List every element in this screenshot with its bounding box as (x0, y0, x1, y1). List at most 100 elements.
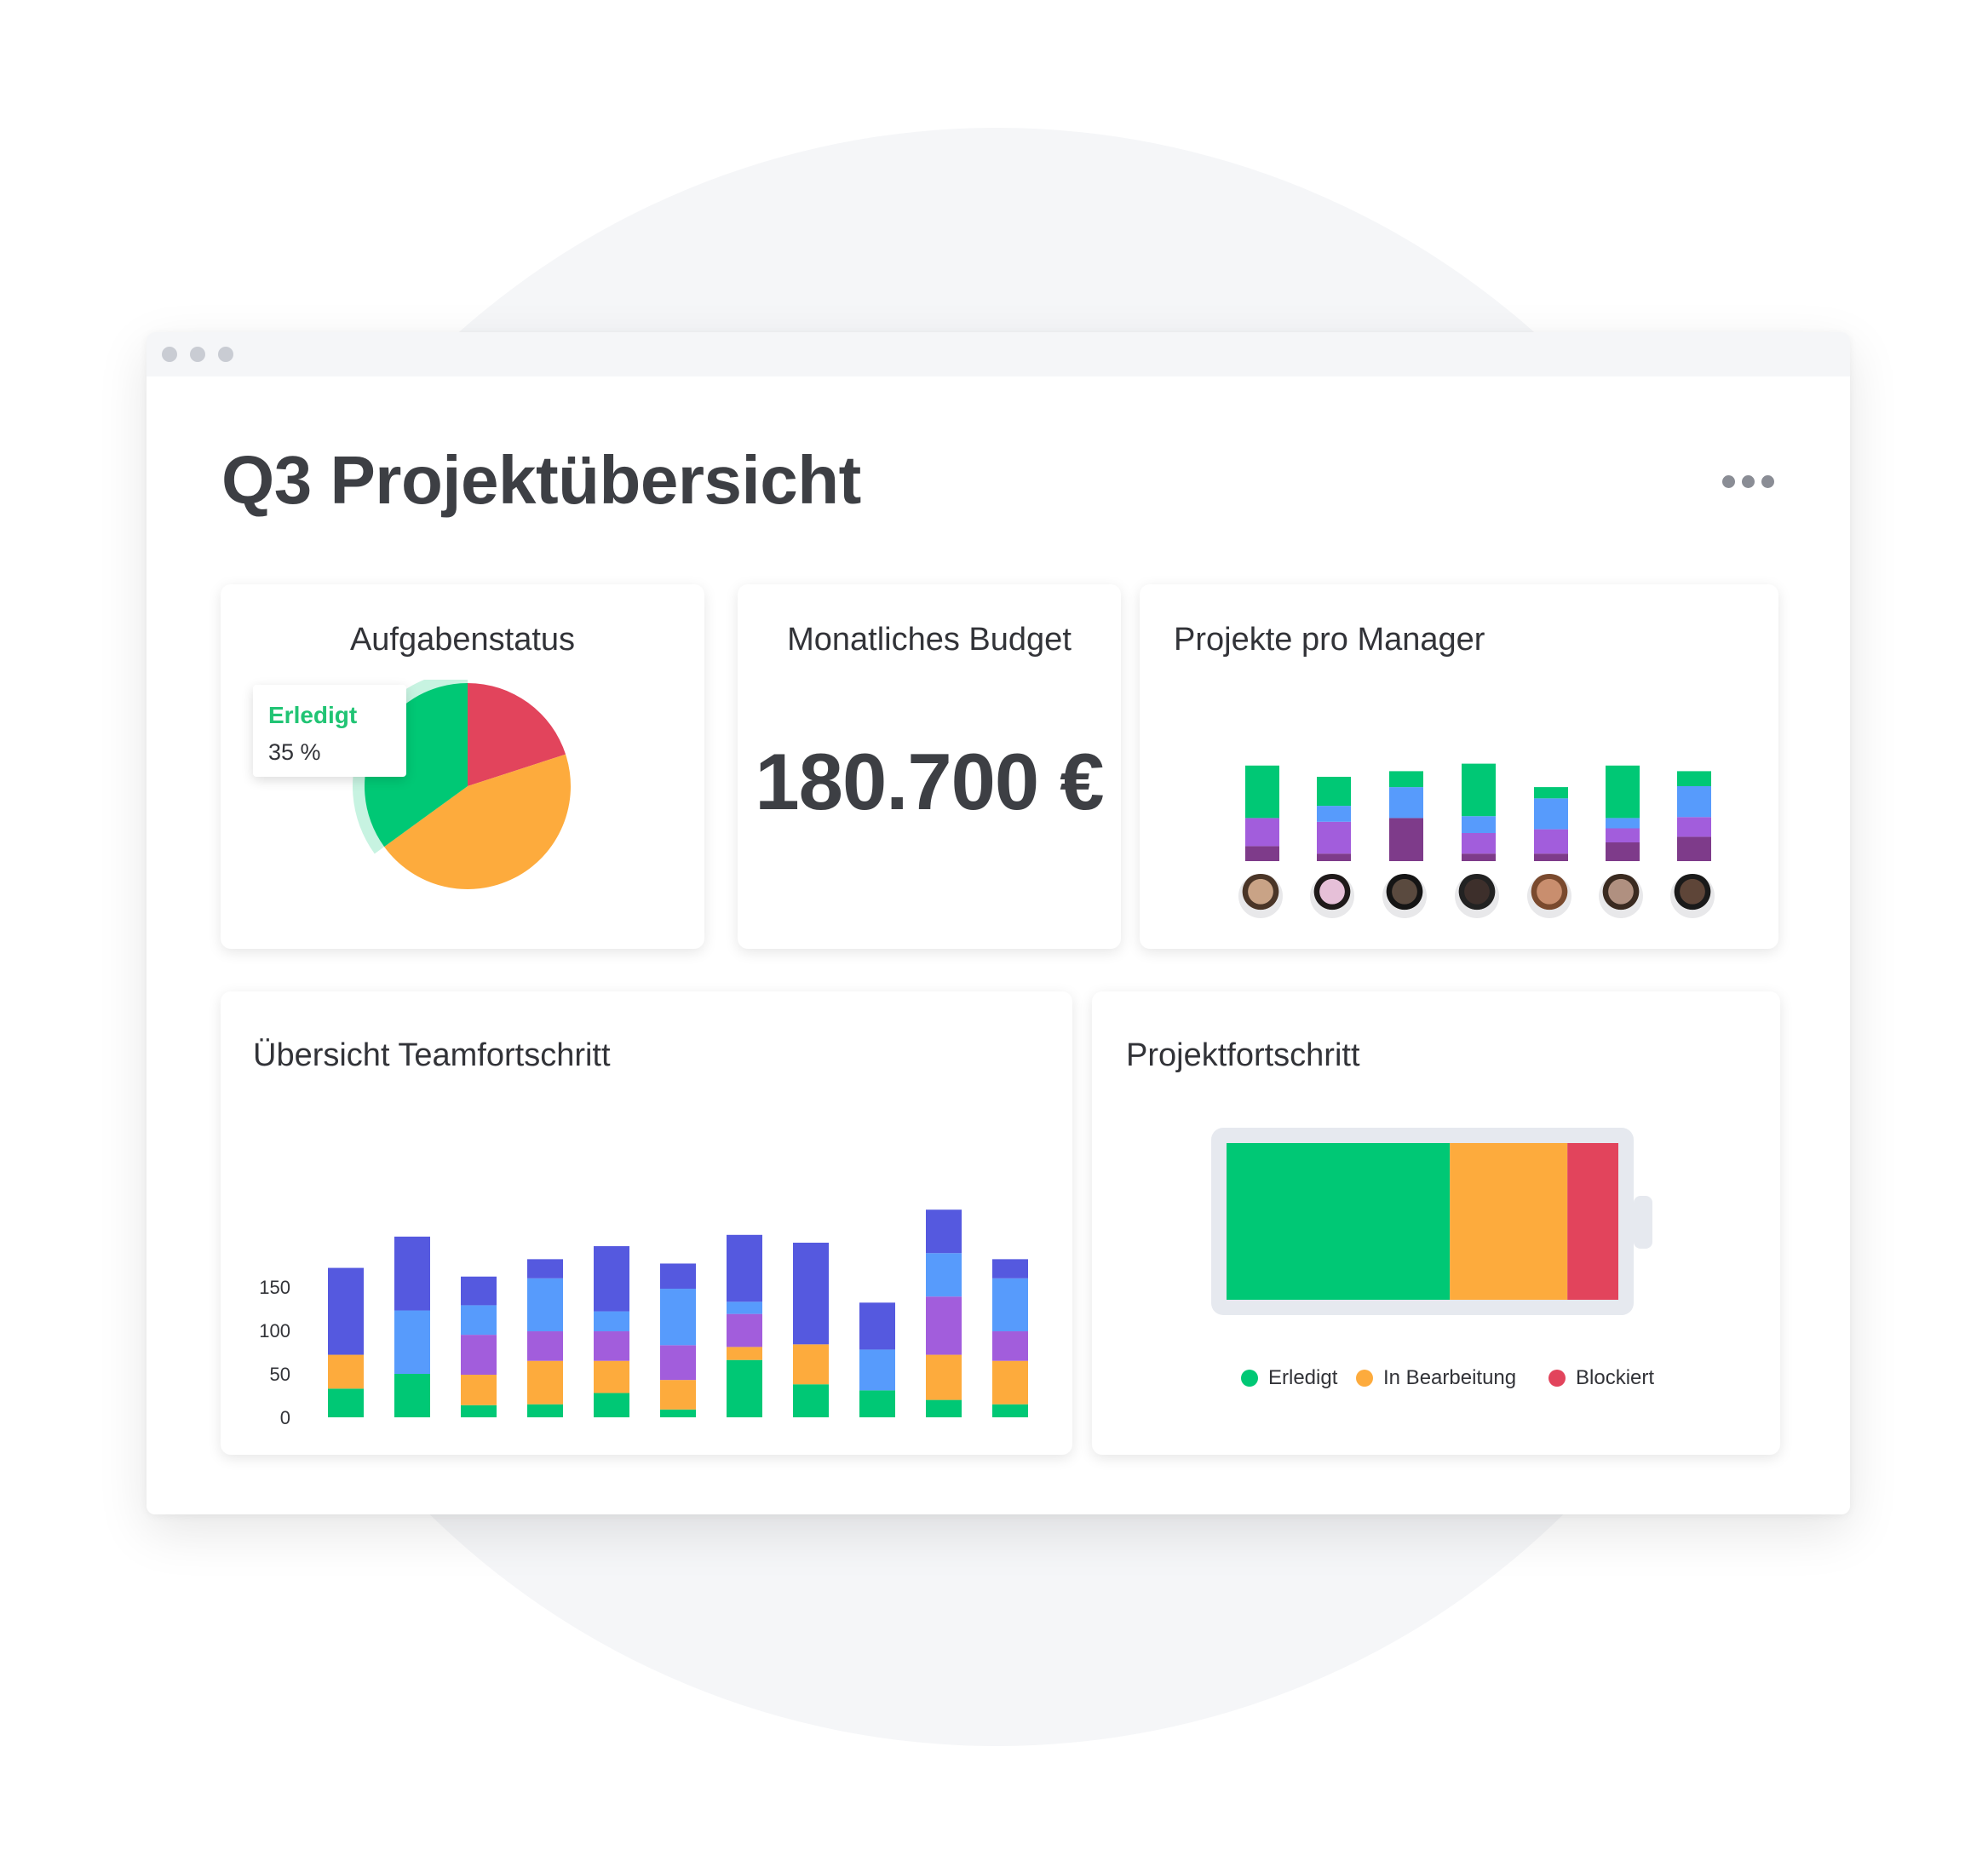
team-bar-segment (461, 1335, 497, 1376)
team-bar-segment (328, 1354, 364, 1389)
team-bar-segment (727, 1234, 762, 1302)
legend-label: Erledigt (1268, 1366, 1338, 1389)
team-bar-segment (793, 1384, 829, 1417)
dot-icon (1722, 474, 1735, 488)
team-bar-segment (594, 1360, 629, 1393)
battery-segment-done (1227, 1143, 1451, 1300)
team-bar-segment (926, 1296, 962, 1355)
legend-item-in-progress: In Bearbeitung (1356, 1366, 1516, 1390)
team-bar-segment (793, 1344, 829, 1385)
manager-bar-segment (1389, 818, 1423, 861)
team-bar-segment (594, 1246, 629, 1312)
dot-icon (1742, 474, 1755, 488)
team-bar-segment (992, 1404, 1028, 1417)
more-options-icon[interactable] (1722, 468, 1790, 494)
manager-bar-segment (1245, 765, 1279, 819)
team-bar-segment (859, 1302, 895, 1350)
team-progress-title: Übersicht Teamfortschritt (253, 1037, 611, 1073)
team-bar-segment (727, 1359, 762, 1417)
budget-card: Monatliches Budget 180.700 € (738, 584, 1121, 949)
team-bar-segment (394, 1236, 430, 1311)
team-bar-segment (926, 1399, 962, 1417)
manager-bar-segment (1317, 777, 1351, 807)
manager-avatar[interactable] (1599, 874, 1643, 918)
legend-dot-icon (1356, 1370, 1373, 1387)
task-status-title: Aufgabenstatus (349, 622, 576, 658)
manager-bar-segment (1677, 817, 1711, 837)
window-dot-icon (218, 347, 233, 362)
pie-slice-orange (384, 754, 571, 889)
manager-avatar[interactable] (1310, 874, 1354, 918)
window-dot-icon (190, 347, 205, 362)
team-bar-segment (859, 1390, 895, 1417)
team-bar-segment (992, 1278, 1028, 1332)
legend-label: Blockiert (1576, 1366, 1655, 1389)
team-bar-segment (727, 1313, 762, 1347)
team-progress-chart: 0 50 100 150 (259, 1209, 1028, 1428)
team-bar-segment (461, 1305, 497, 1336)
browser-window: Q3 Projektübersicht Aufgabenstatus Erled… (147, 332, 1850, 1514)
team-bar-segment (527, 1360, 563, 1405)
budget-value: 180.700 € (755, 737, 1104, 826)
task-status-pie-chart (353, 680, 571, 889)
legend-item-blocked: Blockiert (1548, 1366, 1654, 1390)
manager-bar-segment (1389, 787, 1423, 819)
y-tick-label: 100 (259, 1320, 290, 1342)
manager-bar-segment (1534, 798, 1568, 830)
team-bar-segment (461, 1405, 497, 1417)
manager-bar-segment (1462, 816, 1496, 833)
budget-title: Monatliches Budget (787, 622, 1072, 658)
manager-bar-segment (1534, 853, 1568, 861)
team-bar-segment (992, 1360, 1028, 1405)
manager-avatar[interactable] (1670, 874, 1715, 918)
dot-icon (1761, 474, 1774, 488)
legend-dot-icon (1241, 1370, 1258, 1387)
team-bar-segment (926, 1253, 962, 1297)
manager-bar-segment (1462, 763, 1496, 817)
pie-tooltip: Erledigt 35 % (253, 685, 406, 777)
manager-bar-segment (1245, 846, 1279, 861)
manager-avatar[interactable] (1455, 874, 1499, 918)
team-bar-segment (328, 1267, 364, 1355)
legend-item-done: Erledigt (1241, 1366, 1337, 1390)
manager-projects-title: Projekte pro Manager (1174, 622, 1485, 658)
team-bar-segment (926, 1354, 962, 1400)
team-bar-segment (926, 1209, 962, 1254)
task-status-card: Aufgabenstatus Erledigt 35 % (221, 584, 704, 949)
manager-bar-segment (1606, 842, 1640, 861)
y-tick-label: 150 (259, 1277, 290, 1298)
team-bar-segment (660, 1380, 696, 1410)
tooltip-label: Erledigt (268, 702, 358, 728)
y-tick-label: 50 (270, 1364, 290, 1385)
project-progress-battery (1211, 1128, 1652, 1315)
team-bar-segment (594, 1311, 629, 1332)
manager-bar-segment (1677, 771, 1711, 786)
battery-tip-icon (1634, 1196, 1652, 1249)
tooltip-value: 35 % (268, 739, 321, 765)
manager-bar-segment (1317, 853, 1351, 861)
team-bar-segment (527, 1331, 563, 1361)
team-bar-segment (859, 1349, 895, 1391)
team-bar-segment (992, 1259, 1028, 1278)
manager-bar-segment (1462, 833, 1496, 854)
manager-avatar[interactable] (1238, 874, 1283, 918)
manager-avatar[interactable] (1527, 874, 1571, 918)
team-bar-segment (394, 1374, 430, 1417)
manager-avatar[interactable] (1382, 874, 1427, 918)
team-bar-segment (660, 1409, 696, 1417)
manager-bar-segment (1677, 786, 1711, 818)
manager-bar-segment (1389, 771, 1423, 788)
window-dot-icon (162, 347, 177, 362)
team-bar-segment (461, 1375, 497, 1405)
team-bar-segment (527, 1278, 563, 1332)
manager-bar-segment (1606, 765, 1640, 819)
manager-projects-card: Projekte pro Manager (1140, 584, 1778, 949)
window-titlebar (147, 332, 1850, 376)
manager-bar-segment (1245, 818, 1279, 847)
team-progress-card: Übersicht Teamfortschritt 0 50 100 150 (221, 991, 1072, 1455)
team-bar-segment (660, 1289, 696, 1346)
pie-slice-red (468, 683, 566, 786)
team-bar-segment (594, 1393, 629, 1417)
team-bar-segment (394, 1310, 430, 1374)
project-progress-card: Projektfortschritt Erledigt In Bearbeitu… (1092, 991, 1780, 1455)
